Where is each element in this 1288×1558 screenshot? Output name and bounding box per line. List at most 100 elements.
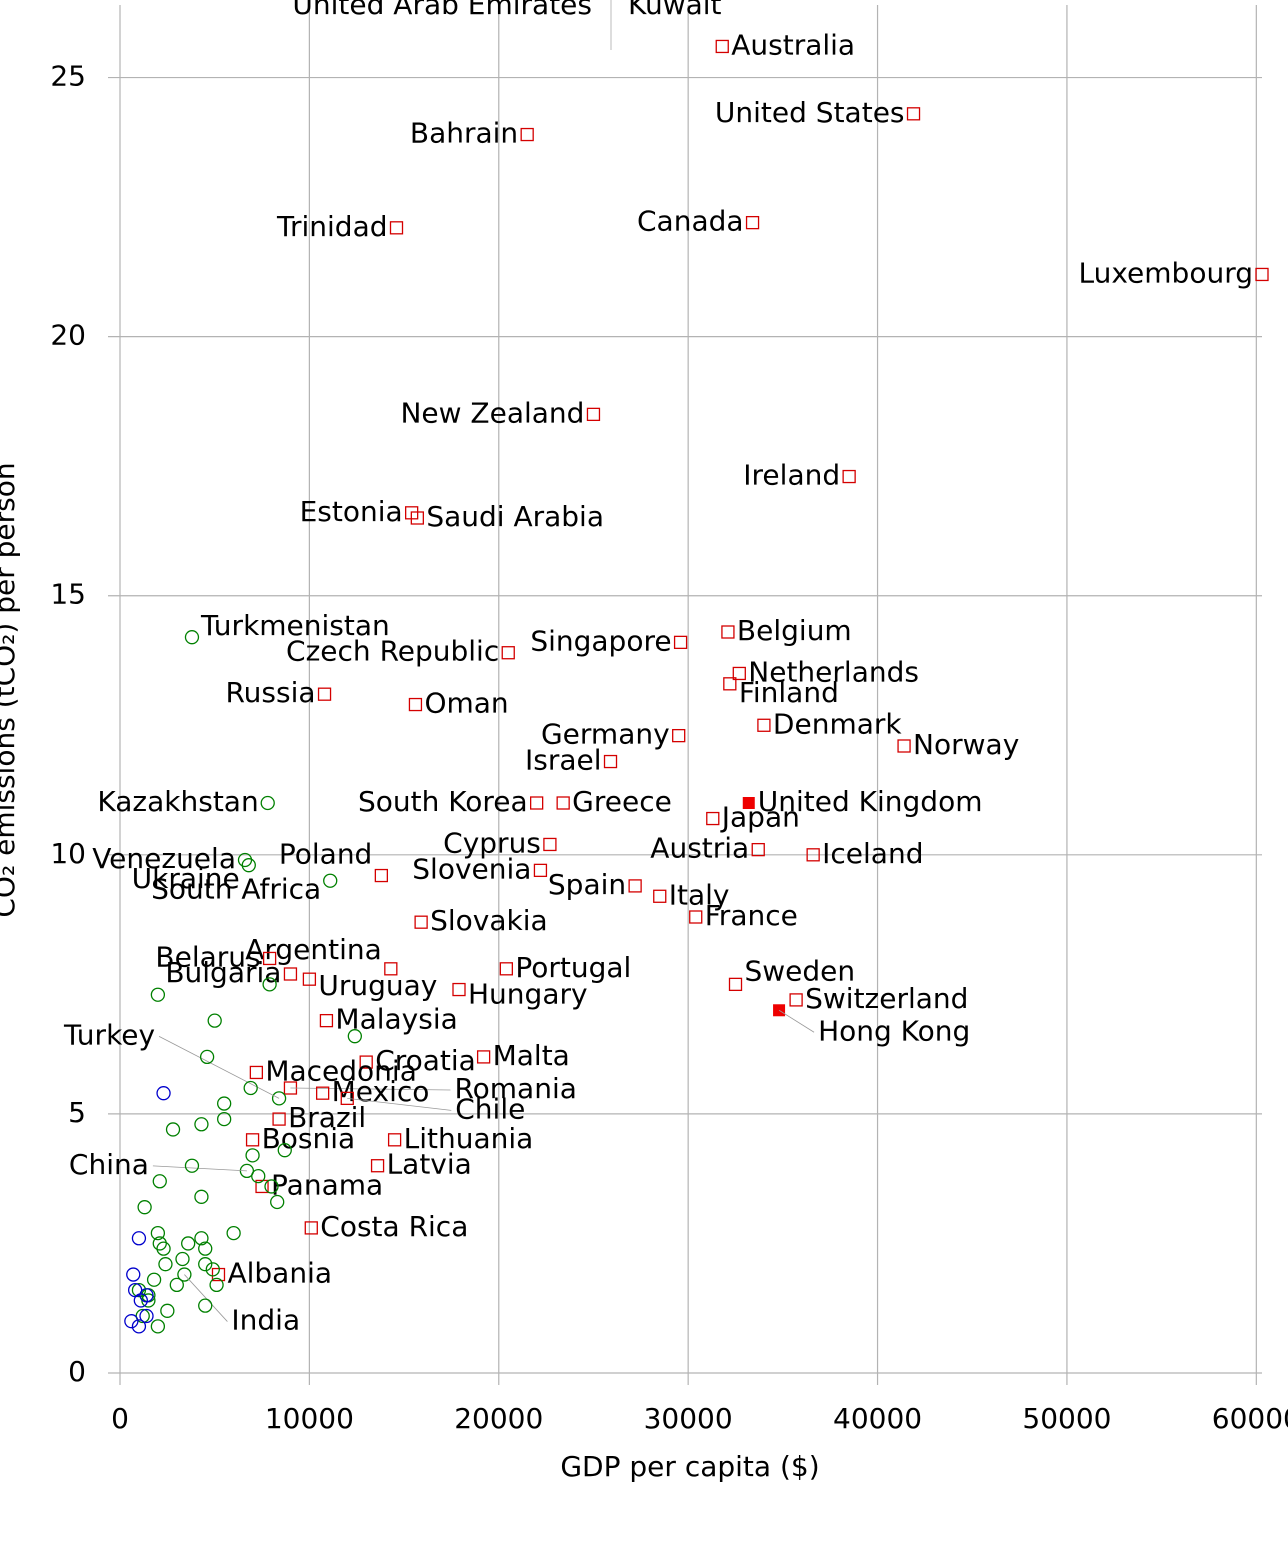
- point: [131, 1231, 147, 1246]
- data-label: Ireland: [743, 459, 840, 492]
- data-label: Russia: [225, 676, 315, 709]
- data-label: Czech Republic: [286, 635, 499, 668]
- data-label: China: [69, 1148, 149, 1181]
- data-label: Portugal: [515, 951, 631, 984]
- point: [131, 1319, 147, 1334]
- point: [209, 1277, 224, 1293]
- data-label: Kazakhstan: [97, 785, 258, 818]
- point: [150, 987, 166, 1002]
- point: [653, 889, 667, 903]
- data-label: Oman: [424, 687, 508, 720]
- point: [270, 1194, 285, 1210]
- data-label: Uruguay: [318, 969, 437, 1002]
- point: [543, 837, 557, 852]
- y-tick-label: 15: [50, 578, 86, 611]
- point: [198, 1241, 213, 1256]
- point: [806, 848, 820, 862]
- leader-line: [184, 1274, 228, 1322]
- point: [245, 1133, 260, 1147]
- data-label: Canada: [637, 205, 744, 238]
- data-label: Latvia: [387, 1148, 472, 1181]
- y-tick-label: 10: [50, 837, 86, 870]
- point: [476, 1050, 491, 1064]
- data-label: Croatia: [375, 1044, 476, 1077]
- leader-line: [152, 1165, 247, 1172]
- point: [124, 1314, 139, 1329]
- data-label: United States: [715, 96, 905, 129]
- data-label: Turkey: [63, 1018, 155, 1051]
- point: [721, 625, 735, 639]
- data-label: Iceland: [822, 837, 923, 870]
- point: [199, 1049, 215, 1065]
- point: [370, 1159, 385, 1173]
- data-label: Spain: [548, 868, 626, 901]
- point: [340, 1091, 354, 1106]
- point: [603, 754, 618, 769]
- point: [131, 1282, 147, 1298]
- y-tick-label: 25: [50, 60, 86, 93]
- y-axis-title: CO₂ emissions (tCO₂) per person: [0, 462, 21, 917]
- point: [150, 1319, 166, 1334]
- point: [194, 1117, 209, 1132]
- data-label: Bulgaria: [165, 956, 281, 989]
- point: [452, 982, 466, 997]
- point: [897, 739, 911, 753]
- point: [530, 796, 544, 810]
- data-label: Hungary: [468, 978, 588, 1011]
- point: [146, 1272, 162, 1287]
- data-label: Brazil: [288, 1101, 366, 1134]
- data-label: Poland: [279, 838, 372, 871]
- point: [133, 1293, 148, 1308]
- data-label: Malaysia: [335, 1003, 457, 1036]
- point: [217, 1111, 232, 1127]
- x-tick-label: 40000: [833, 1402, 922, 1435]
- data-label: South Korea: [358, 785, 528, 818]
- x-axis-title: GDP per capita ($): [560, 1450, 819, 1483]
- point: [184, 1158, 200, 1173]
- data-label: Albania: [227, 1257, 332, 1290]
- data-label: Netherlands: [748, 655, 919, 688]
- data-label: Singapore: [530, 624, 671, 657]
- point: [374, 868, 389, 883]
- data-label: Japan: [720, 801, 800, 834]
- data-label: Bahrain: [410, 117, 518, 150]
- data-label: Denmark: [773, 707, 902, 740]
- data-label: Switzerland: [805, 982, 968, 1015]
- point: [715, 39, 729, 54]
- point: [139, 1308, 154, 1324]
- point: [389, 221, 404, 235]
- data-label: United Kingdom: [758, 785, 983, 818]
- point: [728, 977, 743, 992]
- point: [501, 646, 515, 660]
- point: [277, 1143, 292, 1158]
- point: [757, 718, 771, 732]
- leader-line: [158, 1036, 280, 1099]
- point: [347, 1029, 362, 1044]
- annotation: United Arab Emirates: [292, 0, 592, 21]
- data-label: Cyprus: [443, 826, 541, 859]
- data-label: Malta: [493, 1039, 570, 1072]
- point: [706, 811, 720, 826]
- data-label: Argentina: [245, 933, 382, 966]
- leader-line: [347, 1097, 452, 1111]
- x-tick-label: 30000: [644, 1402, 733, 1435]
- point: [319, 1013, 334, 1028]
- data-label: Saudi Arabia: [426, 500, 604, 533]
- point: [184, 630, 200, 645]
- point: [262, 951, 277, 966]
- point: [304, 1221, 318, 1235]
- point: [410, 511, 424, 525]
- point: [150, 1225, 166, 1241]
- point: [177, 1267, 192, 1282]
- data-label: Italy: [669, 878, 730, 911]
- point: [181, 1236, 196, 1251]
- point: [255, 1179, 269, 1194]
- data-label: Trinidad: [276, 210, 388, 243]
- data-label: Hong Kong: [818, 1014, 970, 1047]
- data-label: Australia: [731, 28, 855, 61]
- point: [723, 677, 737, 691]
- point: [217, 1096, 232, 1111]
- point: [205, 1262, 220, 1277]
- x-tick-label: 20000: [454, 1402, 543, 1435]
- x-tick-label: 0: [111, 1402, 129, 1435]
